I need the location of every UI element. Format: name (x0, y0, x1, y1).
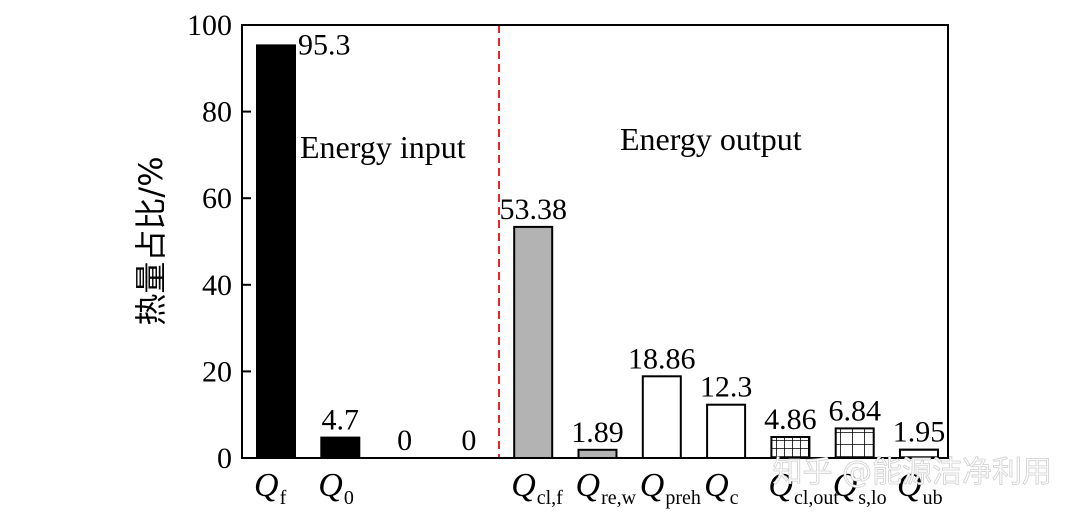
data-label-7: 12.3 (700, 371, 753, 404)
energy-output-annotation: Energy output (620, 121, 802, 157)
y-axis-label: 热量占比/% (132, 156, 170, 325)
bar-6 (641, 375, 682, 459)
data-label-0: 95.3 (298, 28, 351, 61)
y-axis-ticks: 0 20 40 60 80 100 (187, 9, 251, 475)
bar-5 (577, 448, 618, 459)
bar-7 (706, 403, 747, 460)
data-label-2: 0 (397, 424, 412, 457)
plot-frame (241, 24, 949, 459)
category-label-10: Qub (897, 467, 943, 509)
category-label-0: Qf (254, 467, 287, 509)
data-label-9: 6.84 (828, 394, 881, 427)
y-tick-label: 100 (187, 9, 232, 42)
watermark: 知乎 @能源洁净利用 (772, 455, 1052, 490)
bars-group (256, 44, 939, 460)
data-label-3: 0 (461, 424, 476, 457)
energy-input-annotation: Energy input (300, 129, 466, 165)
bar-9 (834, 427, 875, 459)
bar-4 (513, 225, 554, 459)
y-tick-label: 20 (202, 355, 232, 388)
data-label-8: 4.86 (764, 403, 817, 436)
bar-1 (320, 436, 361, 460)
data-label-6: 18.86 (628, 342, 696, 375)
category-label-5: Qre,w (576, 467, 637, 509)
category-label-1: Q0 (318, 467, 354, 509)
data-label-10: 1.95 (893, 416, 946, 449)
category-label-7: Qc (704, 467, 739, 509)
y-tick-label: 40 (202, 269, 232, 302)
data-label-1: 4.7 (322, 404, 360, 437)
y-tick-label: 80 (202, 96, 232, 129)
bar-0 (256, 44, 296, 460)
category-label-6: Qpreh (640, 467, 701, 509)
y-tick-label: 0 (217, 442, 232, 475)
data-label-4: 53.38 (499, 193, 567, 226)
category-label-4: Qcl,f (511, 467, 563, 509)
data-label-5: 1.89 (571, 416, 624, 449)
y-tick-label: 60 (202, 182, 232, 215)
